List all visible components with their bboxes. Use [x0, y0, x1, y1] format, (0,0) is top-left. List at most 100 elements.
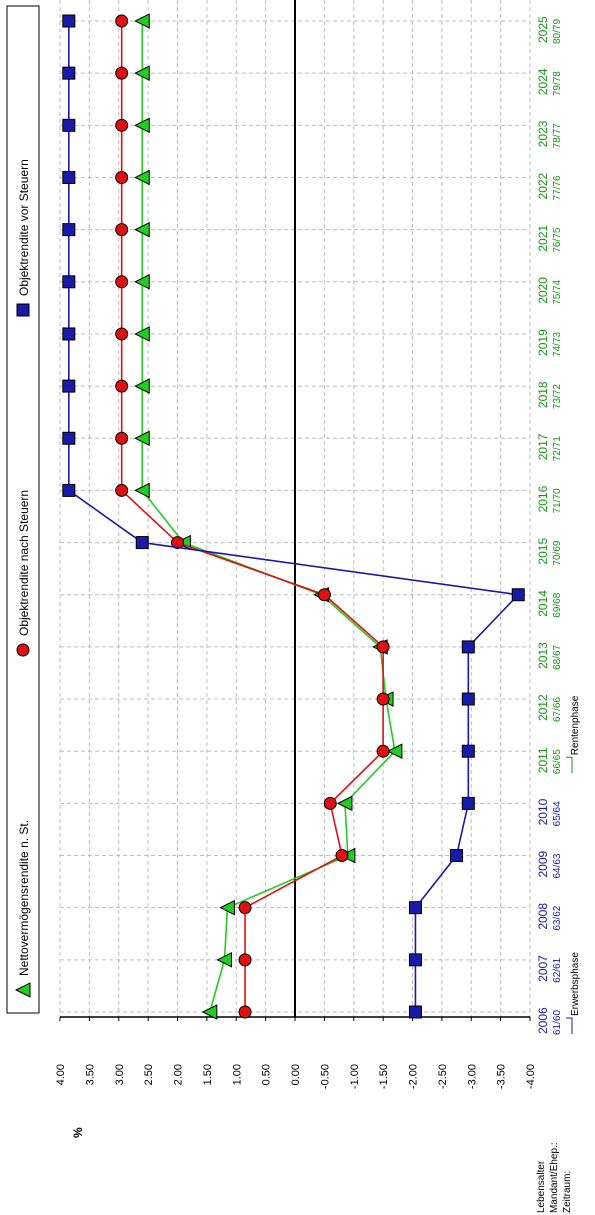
- year-label: 2015: [536, 538, 550, 565]
- year-label: 2008: [536, 903, 550, 930]
- circle-marker: [115, 118, 129, 132]
- age-label: 70/69: [552, 540, 563, 565]
- square-marker: [62, 66, 76, 80]
- triangle-marker: [134, 326, 150, 342]
- square-marker: [135, 536, 149, 550]
- year-label: 2025: [536, 16, 550, 43]
- value-tick-label: -3.50: [496, 1064, 508, 1089]
- square-marker: [461, 744, 475, 758]
- year-label: 2022: [536, 172, 550, 199]
- circle-marker: [376, 692, 390, 706]
- circle-marker: [238, 1005, 252, 1019]
- year-label: 2019: [536, 329, 550, 356]
- age-label: 78/77: [552, 123, 563, 148]
- value-tick-label: -3.00: [466, 1064, 478, 1089]
- circle-marker: [115, 14, 129, 28]
- year-label: 2020: [536, 277, 550, 304]
- age-label: 80/79: [552, 19, 563, 44]
- square-marker: [408, 1005, 422, 1019]
- circle-marker: [376, 744, 390, 758]
- age-label: 64/63: [552, 853, 563, 878]
- year-label: 2023: [536, 120, 550, 147]
- square-marker: [461, 692, 475, 706]
- legend-box: [6, 5, 40, 1014]
- value-tick-label: -1.50: [378, 1064, 390, 1089]
- triangle-marker: [134, 13, 150, 29]
- age-label: 69/68: [552, 592, 563, 617]
- square-marker: [408, 953, 422, 967]
- square-marker: [62, 483, 76, 497]
- square-marker: [511, 588, 525, 602]
- circle-marker: [317, 588, 331, 602]
- square-marker: [62, 379, 76, 393]
- phase-bracket: [566, 756, 573, 774]
- circle-marker: [238, 953, 252, 967]
- age-label: 73/72: [552, 384, 563, 409]
- year-label: 2011: [536, 747, 550, 773]
- age-label: 72/71: [552, 436, 563, 461]
- value-axis-label: %: [71, 1127, 85, 1138]
- circle-marker: [115, 275, 129, 289]
- square-marker: [16, 303, 30, 317]
- series-line: [120, 21, 384, 1012]
- age-label: 75/74: [552, 279, 563, 304]
- year-label: 2009: [536, 851, 550, 878]
- circle-marker: [323, 796, 337, 810]
- value-tick-label: -2.00: [408, 1064, 420, 1089]
- year-label: 2013: [536, 642, 550, 669]
- age-label: 79/78: [552, 71, 563, 96]
- value-tick-label: 0.00: [290, 1064, 302, 1085]
- phase-label: Erwerbsphase: [570, 952, 581, 1016]
- year-label: 2014: [536, 590, 550, 617]
- circle-marker: [171, 536, 184, 550]
- value-tick-label: 2.00: [173, 1064, 185, 1085]
- bottom-labels: Lebensalter Mandant/Ehep.: Zeitraum:: [536, 1142, 573, 1213]
- circle-marker: [335, 849, 349, 863]
- circle-marker: [115, 170, 129, 184]
- year-label: 2024: [536, 68, 550, 95]
- triangle-marker: [134, 221, 150, 238]
- circle-marker: [238, 901, 252, 915]
- triangle-marker: [134, 117, 150, 134]
- legend-label: Nettovermögensrendite n. St.: [17, 820, 31, 976]
- legend: Nettovermögensrendite n. St. Objektrendit…: [6, 5, 40, 1014]
- year-label: 2018: [536, 381, 550, 408]
- square-marker: [62, 431, 76, 445]
- age-label: 77/76: [552, 175, 563, 200]
- triangle-marker: [336, 795, 353, 812]
- year-label: 2016: [536, 485, 550, 512]
- square-marker: [62, 223, 76, 237]
- value-tick-label: 3.00: [114, 1064, 126, 1085]
- age-label: 67/66: [552, 697, 563, 722]
- value-tick-label: 4.00: [55, 1064, 67, 1085]
- circle-marker: [115, 379, 129, 393]
- year-label: 2006: [536, 1007, 550, 1034]
- axes: [59, 0, 531, 1021]
- square-marker: [62, 275, 76, 289]
- circle-marker: [115, 327, 129, 341]
- phase-label: Rentenphase: [570, 695, 581, 755]
- age-label: 65/64: [552, 801, 563, 826]
- age-label: 63/62: [552, 905, 563, 930]
- triangle-marker: [219, 899, 235, 916]
- year-axis-labels: 2006 61/60 2007 62/61 2008 63/62 2009 64/63 2010…: [536, 16, 563, 1035]
- circle-marker: [376, 640, 390, 654]
- value-tick-label: 1.00: [231, 1064, 243, 1085]
- age-label: 68/67: [552, 644, 563, 669]
- zeitraum-label: Zeitraum:: [562, 1171, 573, 1213]
- series: [62, 14, 525, 1019]
- value-tick-label: -2.50: [437, 1064, 449, 1089]
- triangle-marker: [134, 430, 150, 447]
- series-line: [141, 21, 396, 1013]
- triangle-marker: [134, 169, 150, 186]
- series-line: [68, 21, 520, 1012]
- triangle-marker: [216, 952, 232, 968]
- circle-marker: [16, 643, 30, 657]
- year-label: 2010: [536, 798, 550, 825]
- age-label: 76/75: [552, 227, 563, 252]
- square-marker: [62, 14, 76, 28]
- phase-labels: Erwerbsphase Rentenphase: [566, 695, 581, 1034]
- square-marker: [450, 849, 464, 863]
- value-tick-label: -1.00: [349, 1064, 361, 1089]
